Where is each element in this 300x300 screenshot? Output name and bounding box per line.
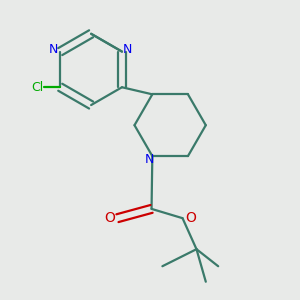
Text: N: N [145,153,154,166]
Text: N: N [49,43,58,56]
Text: N: N [123,43,132,56]
Text: Cl: Cl [31,81,43,94]
Text: O: O [185,211,196,225]
Text: O: O [104,211,115,225]
